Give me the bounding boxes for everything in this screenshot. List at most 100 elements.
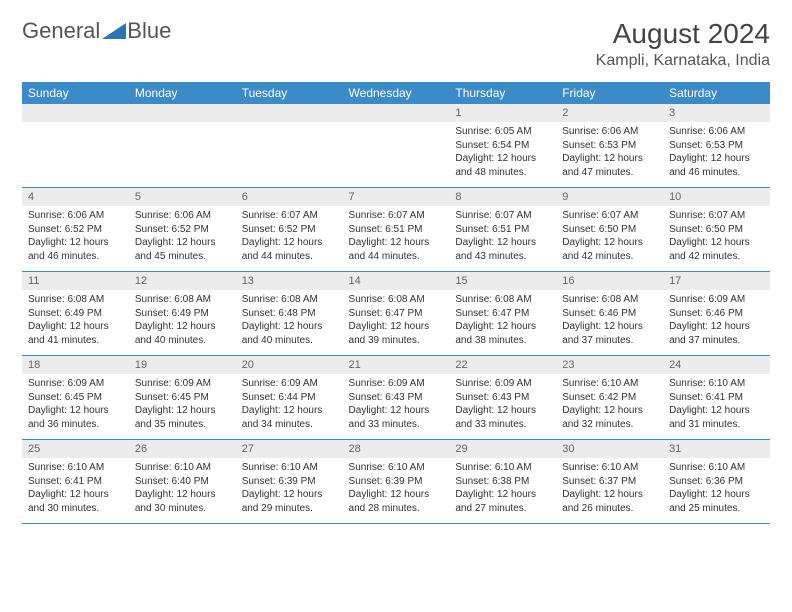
- day-body: [343, 122, 450, 184]
- day-number: [22, 104, 129, 122]
- month-title: August 2024: [596, 18, 770, 50]
- weekday-header: Monday: [129, 82, 236, 104]
- day-number: 19: [129, 356, 236, 374]
- sunset-line: Sunset: 6:43 PM: [455, 391, 550, 405]
- calendar-day-cell: 12Sunrise: 6:08 AMSunset: 6:49 PMDayligh…: [129, 272, 236, 356]
- day-body: Sunrise: 6:10 AMSunset: 6:37 PMDaylight:…: [556, 458, 663, 523]
- daylight-line: Daylight: 12 hours and 38 minutes.: [455, 320, 550, 347]
- sunrise-line: Sunrise: 6:08 AM: [28, 293, 123, 307]
- sunrise-line: Sunrise: 6:10 AM: [349, 461, 444, 475]
- calendar-day-cell: 28Sunrise: 6:10 AMSunset: 6:39 PMDayligh…: [343, 440, 450, 524]
- day-body: Sunrise: 6:08 AMSunset: 6:49 PMDaylight:…: [129, 290, 236, 355]
- day-body: Sunrise: 6:06 AMSunset: 6:52 PMDaylight:…: [129, 206, 236, 271]
- daylight-line: Daylight: 12 hours and 37 minutes.: [669, 320, 764, 347]
- calendar-day-cell: 20Sunrise: 6:09 AMSunset: 6:44 PMDayligh…: [236, 356, 343, 440]
- calendar-day-cell: 26Sunrise: 6:10 AMSunset: 6:40 PMDayligh…: [129, 440, 236, 524]
- day-number: 11: [22, 272, 129, 290]
- sunrise-line: Sunrise: 6:06 AM: [562, 125, 657, 139]
- sunrise-line: Sunrise: 6:10 AM: [455, 461, 550, 475]
- weekday-header: Sunday: [22, 82, 129, 104]
- daylight-line: Daylight: 12 hours and 46 minutes.: [28, 236, 123, 263]
- day-body: Sunrise: 6:10 AMSunset: 6:41 PMDaylight:…: [22, 458, 129, 523]
- calendar-day-cell: 5Sunrise: 6:06 AMSunset: 6:52 PMDaylight…: [129, 188, 236, 272]
- day-number: 6: [236, 188, 343, 206]
- calendar-day-cell: 19Sunrise: 6:09 AMSunset: 6:45 PMDayligh…: [129, 356, 236, 440]
- daylight-line: Daylight: 12 hours and 41 minutes.: [28, 320, 123, 347]
- sunset-line: Sunset: 6:40 PM: [135, 475, 230, 489]
- sunrise-line: Sunrise: 6:10 AM: [28, 461, 123, 475]
- day-body: Sunrise: 6:08 AMSunset: 6:46 PMDaylight:…: [556, 290, 663, 355]
- day-number: 7: [343, 188, 450, 206]
- sunrise-line: Sunrise: 6:06 AM: [669, 125, 764, 139]
- day-body: Sunrise: 6:06 AMSunset: 6:53 PMDaylight:…: [556, 122, 663, 187]
- daylight-line: Daylight: 12 hours and 39 minutes.: [349, 320, 444, 347]
- calendar-day-cell: 23Sunrise: 6:10 AMSunset: 6:42 PMDayligh…: [556, 356, 663, 440]
- sunset-line: Sunset: 6:48 PM: [242, 307, 337, 321]
- calendar-day-cell: 13Sunrise: 6:08 AMSunset: 6:48 PMDayligh…: [236, 272, 343, 356]
- sunset-line: Sunset: 6:37 PM: [562, 475, 657, 489]
- day-number: 10: [663, 188, 770, 206]
- calendar-table: SundayMondayTuesdayWednesdayThursdayFrid…: [22, 82, 770, 524]
- daylight-line: Daylight: 12 hours and 32 minutes.: [562, 404, 657, 431]
- day-number: 14: [343, 272, 450, 290]
- day-number: 15: [449, 272, 556, 290]
- sunset-line: Sunset: 6:52 PM: [28, 223, 123, 237]
- day-number: 31: [663, 440, 770, 458]
- day-number: 29: [449, 440, 556, 458]
- sunset-line: Sunset: 6:39 PM: [349, 475, 444, 489]
- sunrise-line: Sunrise: 6:07 AM: [562, 209, 657, 223]
- sunrise-line: Sunrise: 6:10 AM: [669, 461, 764, 475]
- weekday-header: Friday: [556, 82, 663, 104]
- day-number: 3: [663, 104, 770, 122]
- sunrise-line: Sunrise: 6:08 AM: [562, 293, 657, 307]
- sunset-line: Sunset: 6:54 PM: [455, 139, 550, 153]
- sunset-line: Sunset: 6:46 PM: [562, 307, 657, 321]
- daylight-line: Daylight: 12 hours and 45 minutes.: [135, 236, 230, 263]
- day-body: Sunrise: 6:10 AMSunset: 6:39 PMDaylight:…: [236, 458, 343, 523]
- calendar-day-cell: 27Sunrise: 6:10 AMSunset: 6:39 PMDayligh…: [236, 440, 343, 524]
- sunset-line: Sunset: 6:38 PM: [455, 475, 550, 489]
- day-body: Sunrise: 6:10 AMSunset: 6:39 PMDaylight:…: [343, 458, 450, 523]
- daylight-line: Daylight: 12 hours and 48 minutes.: [455, 152, 550, 179]
- sunrise-line: Sunrise: 6:08 AM: [135, 293, 230, 307]
- calendar-day-cell: 3Sunrise: 6:06 AMSunset: 6:53 PMDaylight…: [663, 104, 770, 188]
- day-body: Sunrise: 6:10 AMSunset: 6:38 PMDaylight:…: [449, 458, 556, 523]
- daylight-line: Daylight: 12 hours and 42 minutes.: [669, 236, 764, 263]
- sunset-line: Sunset: 6:45 PM: [28, 391, 123, 405]
- day-body: Sunrise: 6:10 AMSunset: 6:36 PMDaylight:…: [663, 458, 770, 523]
- daylight-line: Daylight: 12 hours and 47 minutes.: [562, 152, 657, 179]
- daylight-line: Daylight: 12 hours and 40 minutes.: [242, 320, 337, 347]
- day-number: 20: [236, 356, 343, 374]
- calendar-day-cell: [236, 104, 343, 188]
- day-number: 26: [129, 440, 236, 458]
- day-number: 13: [236, 272, 343, 290]
- sunset-line: Sunset: 6:45 PM: [135, 391, 230, 405]
- day-body: Sunrise: 6:07 AMSunset: 6:52 PMDaylight:…: [236, 206, 343, 271]
- day-body: Sunrise: 6:08 AMSunset: 6:49 PMDaylight:…: [22, 290, 129, 355]
- sunset-line: Sunset: 6:52 PM: [135, 223, 230, 237]
- daylight-line: Daylight: 12 hours and 40 minutes.: [135, 320, 230, 347]
- day-body: Sunrise: 6:07 AMSunset: 6:50 PMDaylight:…: [556, 206, 663, 271]
- sunrise-line: Sunrise: 6:06 AM: [135, 209, 230, 223]
- sunrise-line: Sunrise: 6:09 AM: [669, 293, 764, 307]
- sunrise-line: Sunrise: 6:05 AM: [455, 125, 550, 139]
- sunrise-line: Sunrise: 6:10 AM: [669, 377, 764, 391]
- sunset-line: Sunset: 6:49 PM: [135, 307, 230, 321]
- calendar-day-cell: 1Sunrise: 6:05 AMSunset: 6:54 PMDaylight…: [449, 104, 556, 188]
- calendar-week-row: 4Sunrise: 6:06 AMSunset: 6:52 PMDaylight…: [22, 188, 770, 272]
- logo: General Blue: [22, 18, 171, 44]
- daylight-line: Daylight: 12 hours and 34 minutes.: [242, 404, 337, 431]
- daylight-line: Daylight: 12 hours and 35 minutes.: [135, 404, 230, 431]
- daylight-line: Daylight: 12 hours and 25 minutes.: [669, 488, 764, 515]
- sunset-line: Sunset: 6:43 PM: [349, 391, 444, 405]
- daylight-line: Daylight: 12 hours and 27 minutes.: [455, 488, 550, 515]
- day-body: Sunrise: 6:08 AMSunset: 6:47 PMDaylight:…: [449, 290, 556, 355]
- day-body: Sunrise: 6:09 AMSunset: 6:45 PMDaylight:…: [22, 374, 129, 439]
- weekday-header: Wednesday: [343, 82, 450, 104]
- day-body: Sunrise: 6:09 AMSunset: 6:46 PMDaylight:…: [663, 290, 770, 355]
- calendar-day-cell: 6Sunrise: 6:07 AMSunset: 6:52 PMDaylight…: [236, 188, 343, 272]
- day-number: 4: [22, 188, 129, 206]
- sunrise-line: Sunrise: 6:08 AM: [455, 293, 550, 307]
- calendar-week-row: 18Sunrise: 6:09 AMSunset: 6:45 PMDayligh…: [22, 356, 770, 440]
- day-number: 18: [22, 356, 129, 374]
